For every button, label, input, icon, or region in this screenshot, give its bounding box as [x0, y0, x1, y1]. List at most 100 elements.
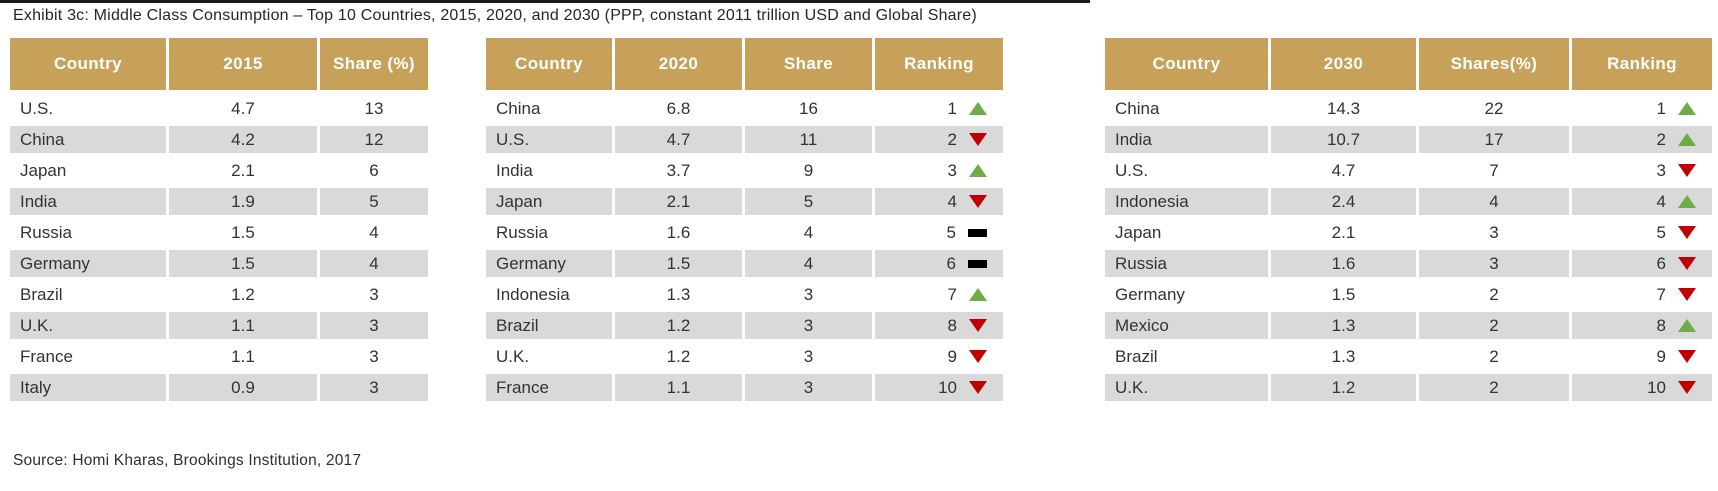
share-cell: 3 — [320, 312, 428, 339]
share-cell: 3 — [745, 312, 872, 339]
country-cell: Brazil — [10, 281, 166, 308]
country-cell: China — [1105, 95, 1268, 122]
share-cell: 5 — [745, 188, 872, 215]
share-cell: 16 — [745, 95, 872, 122]
rank-down-icon — [969, 195, 987, 208]
country-cell: Russia — [10, 219, 166, 246]
value-cell: 1.3 — [1271, 312, 1416, 339]
value-cell: 1.1 — [169, 343, 317, 370]
value-cell: 4.7 — [615, 126, 742, 153]
value-cell: 1.1 — [169, 312, 317, 339]
share-cell: 2 — [1419, 281, 1569, 308]
country-cell: Germany — [486, 250, 612, 277]
rank-down-icon — [1678, 381, 1696, 394]
column-header: 2030 — [1271, 38, 1416, 90]
share-cell: 6 — [320, 157, 428, 184]
table-row: Russia 1.6 3 6 — [1105, 250, 1712, 277]
table-row: Indonesia 1.3 3 7 — [486, 281, 1003, 308]
rank-number: 8 — [1656, 315, 1666, 335]
rank-cell: 4 — [875, 188, 1003, 215]
rank-cell: 7 — [1572, 281, 1712, 308]
rank-number: 7 — [947, 284, 957, 304]
rank-number: 1 — [947, 98, 957, 118]
share-cell: 4 — [320, 219, 428, 246]
country-cell: U.K. — [486, 343, 612, 370]
value-cell: 1.2 — [1271, 374, 1416, 401]
country-cell: U.S. — [486, 126, 612, 153]
rank-down-icon — [1678, 257, 1696, 270]
share-cell: 12 — [320, 126, 428, 153]
country-cell: Russia — [1105, 250, 1268, 277]
country-cell: Japan — [486, 188, 612, 215]
value-cell: 1.5 — [169, 250, 317, 277]
value-cell: 1.1 — [615, 374, 742, 401]
table-header-row: Country 2020 Share Ranking — [486, 38, 1003, 90]
table-row: Japan 2.1 3 5 — [1105, 219, 1712, 246]
column-header: 2015 — [169, 38, 317, 90]
share-cell: 3 — [745, 281, 872, 308]
country-cell: Mexico — [1105, 312, 1268, 339]
rank-cell: 6 — [875, 250, 1003, 277]
column-header: Share (%) — [320, 38, 428, 90]
rank-cell: 5 — [875, 219, 1003, 246]
value-cell: 1.5 — [615, 250, 742, 277]
country-cell: Brazil — [1105, 343, 1268, 370]
share-cell: 22 — [1419, 95, 1569, 122]
rank-cell: 10 — [875, 374, 1003, 401]
country-cell: France — [10, 343, 166, 370]
rank-up-icon — [1678, 319, 1696, 332]
rank-number: 1 — [1656, 98, 1666, 118]
table-body: China 14.3 22 1 India 10.7 17 2 U.S. 4.7 7 3 Indones… — [1105, 95, 1712, 401]
table-row: Mexico 1.3 2 8 — [1105, 312, 1712, 339]
column-header: 2020 — [615, 38, 742, 90]
rank-number: 9 — [1656, 346, 1666, 366]
table-row: Brazil 1.3 2 9 — [1105, 343, 1712, 370]
value-cell: 14.3 — [1271, 95, 1416, 122]
rank-cell: 8 — [1572, 312, 1712, 339]
table-row: U.K. 1.2 2 10 — [1105, 374, 1712, 401]
column-header: Share — [745, 38, 872, 90]
country-cell: Germany — [10, 250, 166, 277]
rank-down-icon — [969, 133, 987, 146]
table-row: U.S. 4.7 13 — [10, 95, 428, 122]
country-cell: China — [10, 126, 166, 153]
share-cell: 4 — [320, 250, 428, 277]
table-header-row: Country 2015 Share (%) — [10, 38, 428, 90]
rank-down-icon — [969, 381, 987, 394]
share-cell: 4 — [745, 219, 872, 246]
rank-number: 4 — [947, 191, 957, 211]
rank-number: 3 — [947, 160, 957, 180]
table-row: Germany 1.5 2 7 — [1105, 281, 1712, 308]
column-header: Country — [486, 38, 612, 90]
table-row: China 4.2 12 — [10, 126, 428, 153]
rank-cell: 3 — [1572, 157, 1712, 184]
rank-number: 2 — [1656, 129, 1666, 149]
rank-number: 4 — [1656, 191, 1666, 211]
table-row: France 1.1 3 10 — [486, 374, 1003, 401]
country-cell: India — [10, 188, 166, 215]
share-cell: 3 — [1419, 250, 1569, 277]
table-row: U.S. 4.7 7 3 — [1105, 157, 1712, 184]
table-body: U.S. 4.7 13 China 4.2 12 Japan 2.1 6 India 1.9 5 Rus… — [10, 95, 428, 401]
rank-number: 2 — [947, 129, 957, 149]
table-row: U.K. 1.2 3 9 — [486, 343, 1003, 370]
column-header: Ranking — [1572, 38, 1712, 90]
rank-unchanged-icon — [968, 228, 987, 237]
country-cell: Japan — [10, 157, 166, 184]
rank-cell: 4 — [1572, 188, 1712, 215]
country-cell: Brazil — [486, 312, 612, 339]
value-cell: 1.3 — [1271, 343, 1416, 370]
table-row: India 1.9 5 — [10, 188, 428, 215]
rank-cell: 10 — [1572, 374, 1712, 401]
rank-up-icon — [1678, 133, 1696, 146]
value-cell: 6.8 — [615, 95, 742, 122]
rank-down-icon — [1678, 164, 1696, 177]
value-cell: 2.1 — [615, 188, 742, 215]
table-row: China 6.8 16 1 — [486, 95, 1003, 122]
table-row: Indonesia 2.4 4 4 — [1105, 188, 1712, 215]
table-row: U.K. 1.1 3 — [10, 312, 428, 339]
table-2020: Country 2020 Share Ranking China 6.8 16 1 U.S. 4… — [486, 38, 1003, 405]
table-body: China 6.8 16 1 U.S. 4.7 11 2 India 3.7 9 3 Japan 2.1 5… — [486, 95, 1003, 401]
country-cell: U.S. — [1105, 157, 1268, 184]
rank-number: 9 — [947, 346, 957, 366]
